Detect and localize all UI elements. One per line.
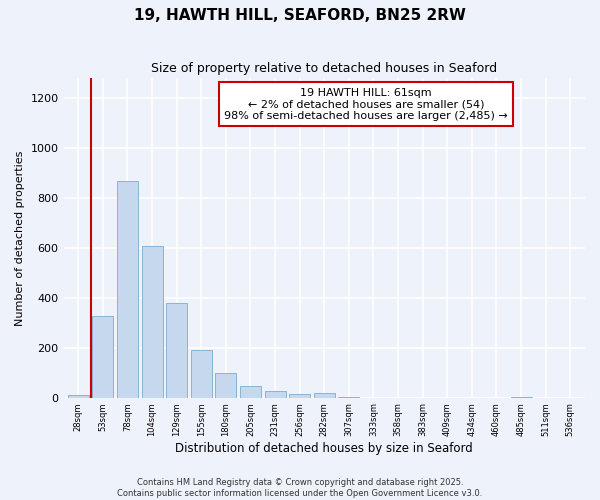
Title: Size of property relative to detached houses in Seaford: Size of property relative to detached ho…	[151, 62, 497, 76]
Text: 19, HAWTH HILL, SEAFORD, BN25 2RW: 19, HAWTH HILL, SEAFORD, BN25 2RW	[134, 8, 466, 22]
Bar	[92, 316, 113, 398]
Text: 19 HAWTH HILL: 61sqm
← 2% of detached houses are smaller (54)
98% of semi-detach: 19 HAWTH HILL: 61sqm ← 2% of detached ho…	[224, 88, 508, 121]
Bar	[215, 372, 236, 398]
Bar	[289, 394, 310, 398]
Bar	[142, 246, 163, 398]
Bar	[240, 386, 261, 398]
Y-axis label: Number of detached properties: Number of detached properties	[15, 150, 25, 326]
Text: Contains HM Land Registry data © Crown copyright and database right 2025.
Contai: Contains HM Land Registry data © Crown c…	[118, 478, 482, 498]
X-axis label: Distribution of detached houses by size in Seaford: Distribution of detached houses by size …	[175, 442, 473, 455]
Bar	[338, 397, 359, 398]
Bar	[166, 303, 187, 398]
Bar	[265, 392, 286, 398]
Bar	[191, 350, 212, 398]
Bar	[314, 393, 335, 398]
Bar	[117, 181, 138, 398]
Bar	[68, 394, 89, 398]
